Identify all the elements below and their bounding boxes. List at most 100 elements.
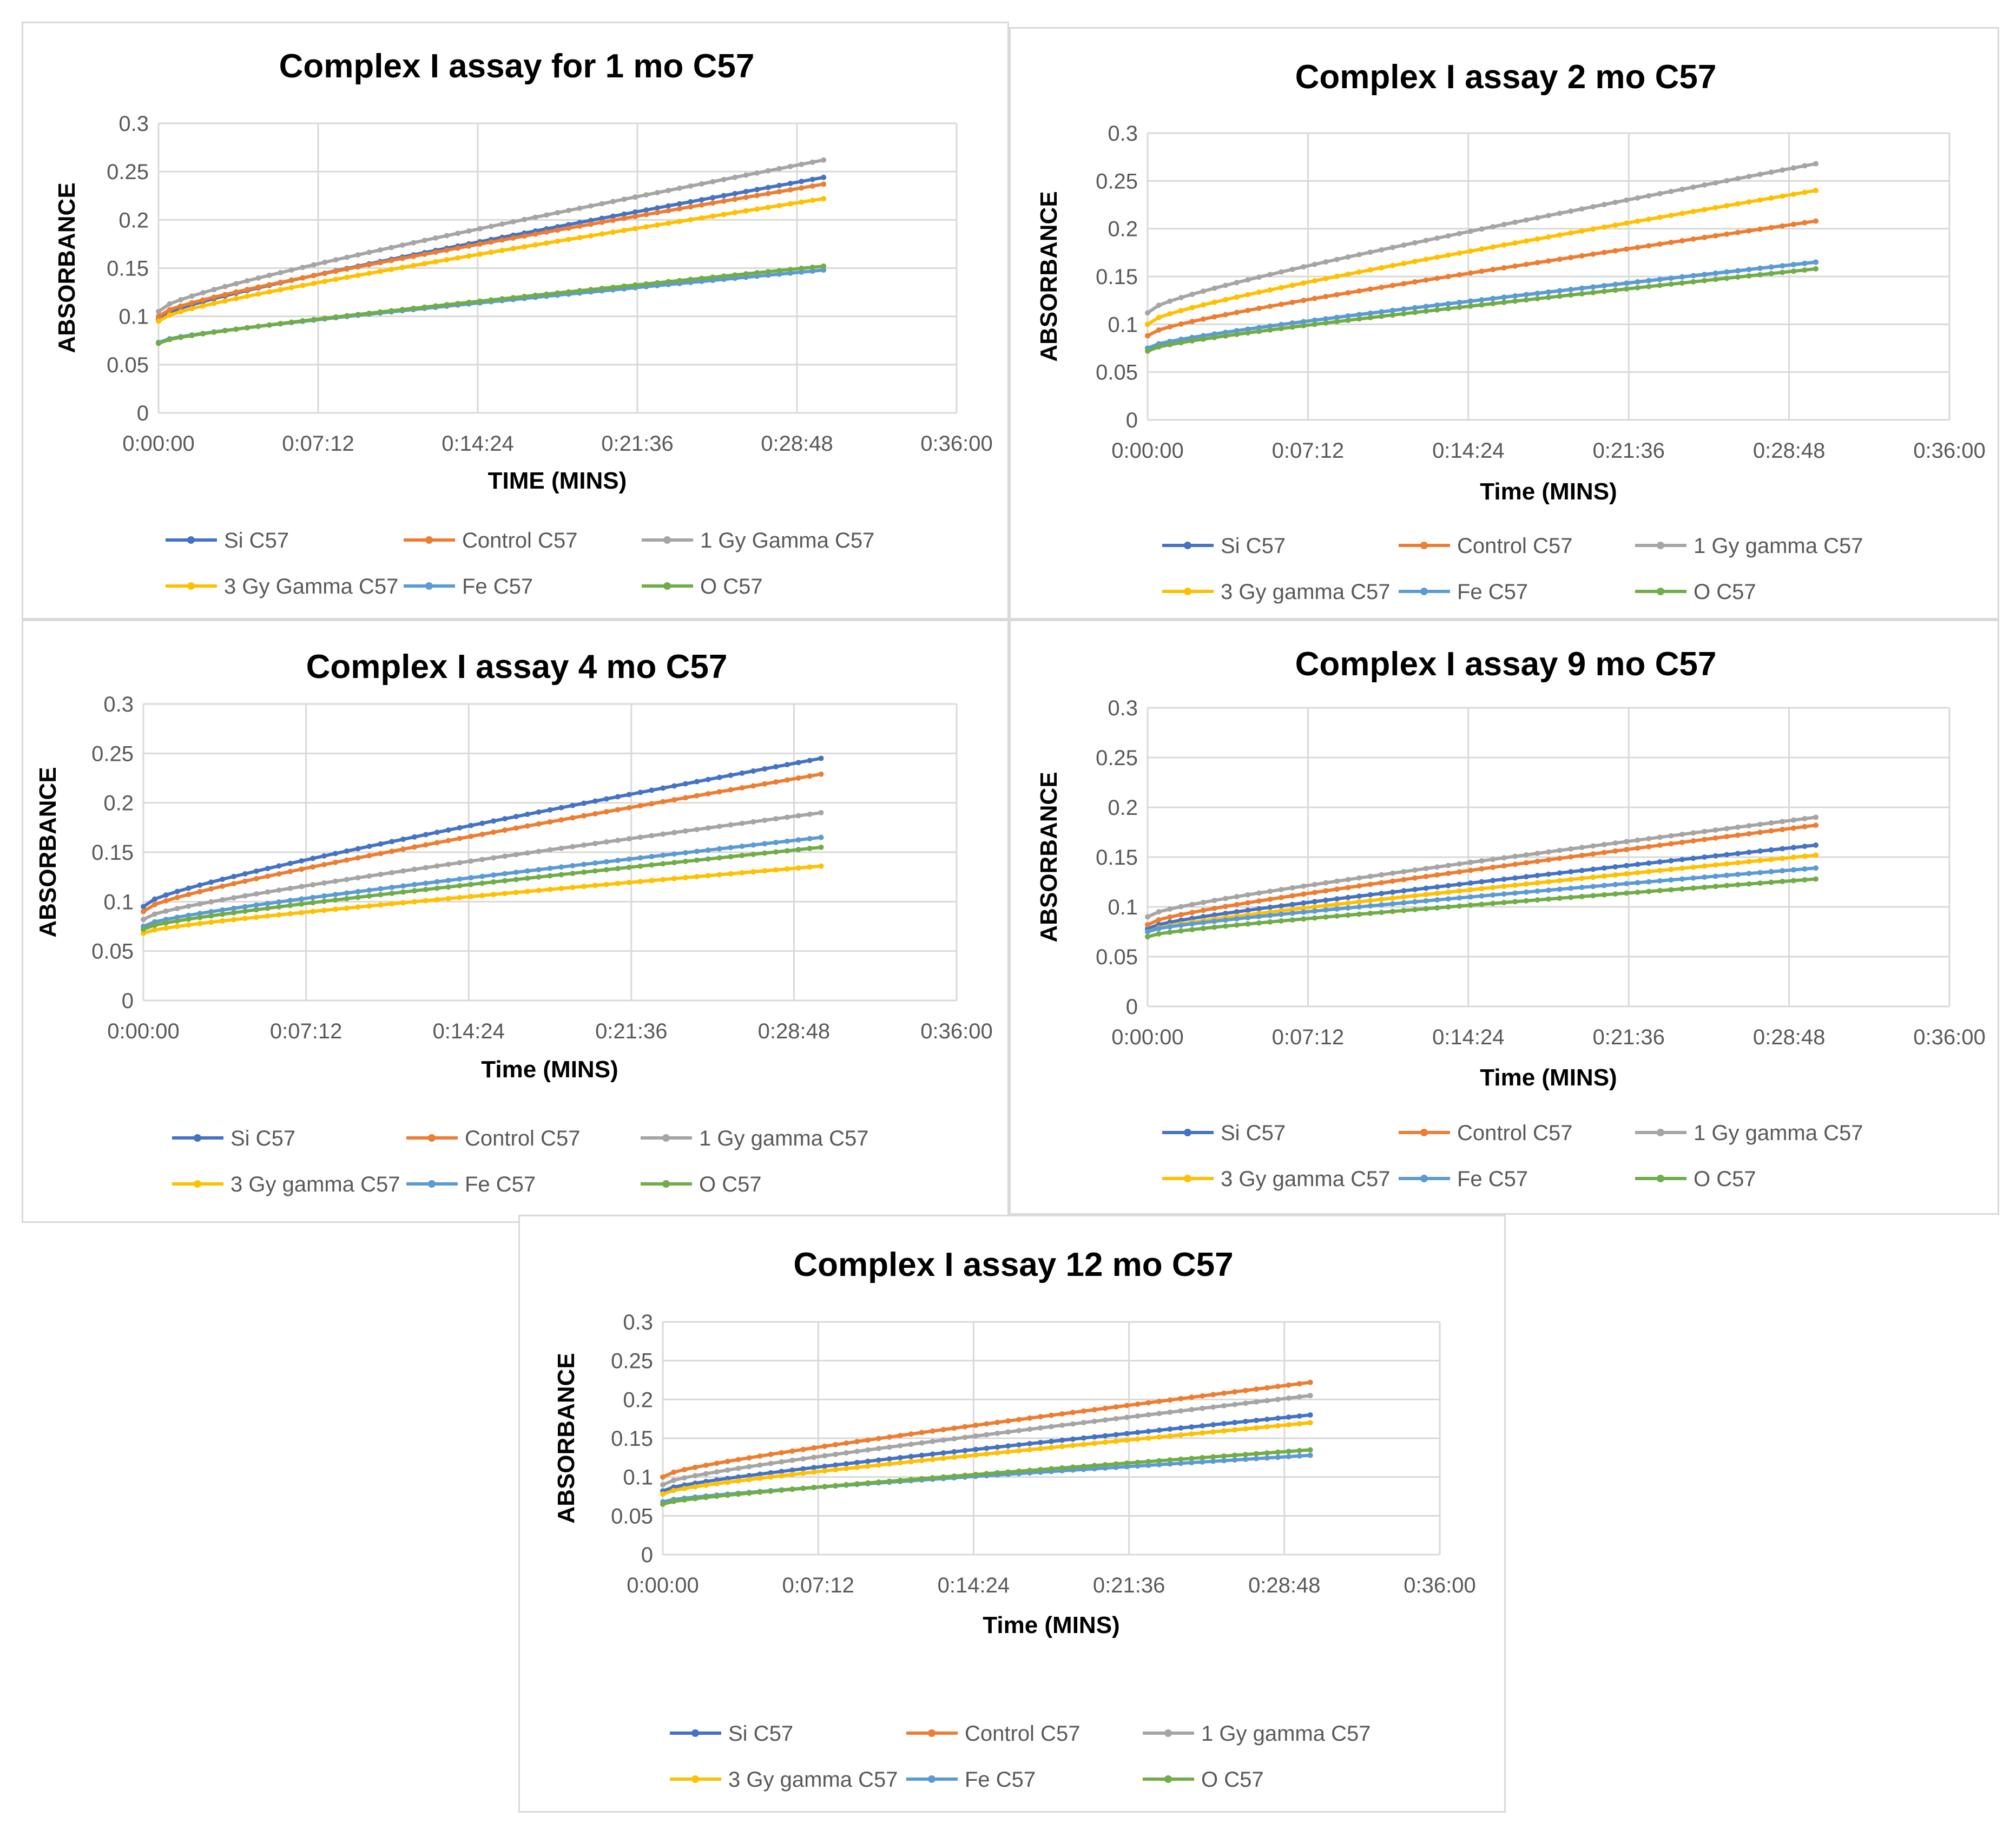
data-point — [940, 1450, 946, 1456]
data-point — [694, 874, 700, 880]
data-point — [344, 254, 350, 260]
y-tick-label: 0.25 — [1096, 169, 1138, 193]
data-point — [1590, 884, 1596, 890]
data-point — [724, 1467, 730, 1473]
data-point — [1145, 1412, 1151, 1418]
data-point — [1445, 883, 1451, 888]
data-point — [739, 770, 745, 776]
data-point — [875, 1445, 881, 1451]
legend-label: 1 Gy gamma C57 — [1694, 534, 1863, 558]
data-point — [875, 1462, 881, 1468]
data-point — [156, 340, 161, 346]
data-point — [800, 1485, 806, 1491]
data-point — [1546, 234, 1551, 240]
data-point — [1790, 817, 1796, 823]
data-point — [1501, 299, 1507, 305]
data-point — [1200, 919, 1206, 925]
data-point — [1434, 864, 1440, 870]
data-point — [167, 312, 173, 318]
data-point — [1223, 917, 1229, 923]
legend-item: Si C57 — [172, 1127, 295, 1150]
data-point — [233, 281, 239, 287]
data-point — [1286, 1422, 1292, 1428]
data-point — [728, 854, 734, 860]
data-point — [1234, 909, 1240, 915]
data-point — [186, 912, 192, 918]
legend-marker — [662, 1134, 670, 1142]
data-point — [1312, 321, 1317, 327]
data-point — [1124, 1437, 1130, 1443]
data-point — [200, 303, 206, 309]
data-point — [565, 236, 571, 242]
data-point — [818, 834, 824, 840]
data-point — [1445, 233, 1451, 239]
data-point — [1301, 900, 1307, 906]
data-point — [445, 884, 451, 890]
data-point — [400, 837, 406, 842]
data-point — [1757, 858, 1763, 864]
data-point — [265, 905, 271, 911]
data-point — [714, 1493, 720, 1499]
data-point — [1501, 899, 1507, 905]
data-point — [502, 871, 508, 877]
data-point — [300, 275, 306, 281]
x-tick-label: 0:00:00 — [627, 1574, 699, 1597]
data-point — [242, 878, 248, 884]
data-point — [366, 310, 372, 316]
data-point — [1091, 1418, 1097, 1424]
data-point — [626, 792, 632, 798]
data-point — [321, 861, 327, 867]
data-point — [1221, 1390, 1227, 1396]
data-point — [1070, 1464, 1076, 1470]
data-point — [1253, 1425, 1259, 1431]
data-point — [683, 828, 688, 834]
data-point — [1070, 1436, 1076, 1442]
data-point — [1512, 861, 1518, 867]
data-point — [1356, 893, 1362, 899]
data-point — [637, 855, 643, 861]
data-point — [151, 911, 157, 917]
data-point — [710, 179, 716, 185]
data-point — [1768, 264, 1774, 270]
data-point — [1389, 245, 1395, 251]
chart-svg-12mo: Complex I assay 12 mo C57 00.050.10.150.… — [553, 1246, 1476, 1792]
data-point — [811, 1445, 817, 1451]
data-point — [822, 1468, 828, 1474]
data-point — [156, 318, 161, 324]
legend-item: 3 Gy gamma C57 — [1162, 580, 1390, 604]
data-point — [499, 296, 505, 302]
data-point — [400, 889, 406, 895]
data-point — [1679, 839, 1685, 845]
data-point — [1356, 899, 1362, 905]
data-point — [1401, 894, 1407, 900]
data-point — [683, 858, 688, 864]
data-point — [1301, 883, 1307, 889]
data-point — [1523, 292, 1529, 298]
data-point — [1323, 903, 1329, 909]
data-point — [1412, 305, 1418, 311]
y-tick-label: 0.3 — [1108, 122, 1138, 146]
data-point — [721, 273, 727, 279]
data-point — [1232, 1389, 1238, 1395]
data-point — [1267, 919, 1273, 925]
data-point — [1334, 273, 1340, 279]
data-point — [1612, 872, 1618, 878]
data-point — [1712, 827, 1718, 833]
data-point — [784, 866, 790, 872]
data-point — [1434, 897, 1440, 903]
data-point — [1412, 907, 1418, 913]
data-point — [1445, 889, 1451, 895]
data-point — [746, 1477, 752, 1483]
data-point — [1624, 246, 1630, 252]
data-point — [1412, 899, 1418, 905]
series-markers — [141, 809, 824, 923]
data-point — [411, 305, 417, 311]
data-point — [544, 212, 550, 218]
data-point — [1379, 902, 1385, 908]
data-point — [750, 819, 756, 825]
data-point — [1124, 1403, 1130, 1408]
data-point — [1601, 841, 1607, 847]
data-point — [1167, 906, 1173, 912]
data-point — [1523, 238, 1529, 244]
data-point — [754, 270, 760, 276]
